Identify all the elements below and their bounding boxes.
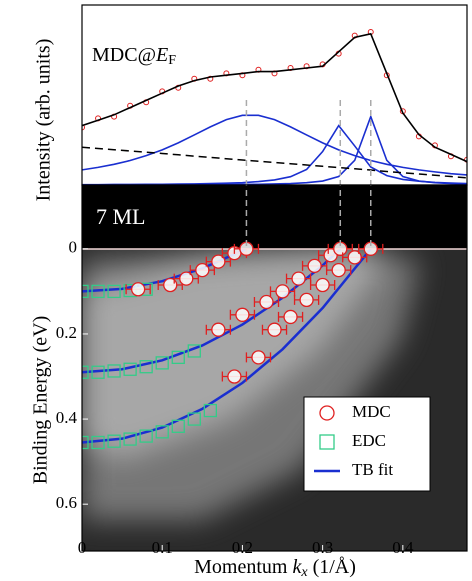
legend-label: EDC <box>352 431 386 450</box>
panel-label: 7 ML <box>96 204 146 229</box>
fit-line <box>82 114 467 185</box>
mdc-point <box>235 307 250 322</box>
x-tick-label: 0.1 <box>152 538 173 557</box>
legend-label: MDC <box>352 402 391 421</box>
edc-point <box>107 434 121 448</box>
annotation-var: E <box>155 44 168 66</box>
x-label-var: k <box>292 556 302 578</box>
mdc-point <box>195 262 210 278</box>
edc-point <box>107 364 121 378</box>
legend-marker <box>319 405 335 421</box>
edc-point <box>123 362 137 376</box>
edc-point <box>82 365 89 379</box>
mdc-point <box>315 277 330 293</box>
annotation-sub: F <box>168 53 176 68</box>
bottom-frame <box>81 184 468 552</box>
edc-point <box>91 365 105 379</box>
edc-point <box>139 360 153 374</box>
mdc-point <box>307 258 322 274</box>
mdc-point <box>179 271 194 286</box>
bottom-y-label: Binding Energy (eV) <box>30 316 52 485</box>
mdc-point <box>227 369 242 384</box>
mdc-point <box>251 350 266 365</box>
tb-fit-line <box>82 248 372 444</box>
y-tick-label: 0 <box>69 238 78 257</box>
y-tick-label: 0.6 <box>56 493 77 512</box>
y-tick-label: 0.2 <box>56 323 77 342</box>
x-label-sub: x <box>300 565 308 580</box>
x-tick-label: 0 <box>78 538 87 557</box>
x-tick-label: 0.4 <box>392 538 414 557</box>
edc-point <box>155 425 169 439</box>
data-point <box>82 124 85 131</box>
mdc-point <box>130 282 146 297</box>
edc-point <box>171 419 185 433</box>
top-y-label: Intensity (arb. units) <box>33 39 55 202</box>
edc-point <box>139 429 153 443</box>
edc-point <box>187 344 201 358</box>
background-line <box>82 146 467 179</box>
x-tick-label: 0.2 <box>232 538 253 557</box>
mdc-point <box>259 294 274 310</box>
edc-point <box>155 356 169 370</box>
edc-point <box>91 284 105 299</box>
x-tick-label: 0.3 <box>312 538 333 557</box>
legend-marker <box>319 434 335 450</box>
edc-point <box>171 350 185 365</box>
mdc-point <box>163 277 178 293</box>
mdc-point <box>267 322 282 337</box>
bottom-plot <box>82 241 384 450</box>
mdc-point <box>347 250 362 265</box>
mdc-point <box>283 309 298 325</box>
legend-box <box>303 396 431 492</box>
mdc-point <box>211 322 226 337</box>
edc-point <box>123 432 137 446</box>
edc-point <box>82 284 89 299</box>
top-plot <box>82 29 467 185</box>
legend-label: TB fit <box>352 460 393 479</box>
x-label: Momentum kx (1/Å) <box>194 556 356 581</box>
fit-line <box>82 114 467 176</box>
edc-point <box>82 435 89 450</box>
y-tick-label: 0.4 <box>56 408 78 427</box>
mdc-point <box>331 262 346 278</box>
plot-layer <box>81 29 467 551</box>
panel-annotation: MDC@EF <box>92 44 176 69</box>
edc-point <box>107 284 121 299</box>
mdc-point <box>299 292 314 308</box>
mdc-point <box>275 284 290 299</box>
edc-point <box>187 412 201 426</box>
edc-point <box>91 435 105 450</box>
annotation-text: MDC@ <box>92 44 156 66</box>
fit-line <box>82 32 467 163</box>
x-label-suffix: (1/Å) <box>308 556 356 578</box>
mdc-point <box>291 271 306 286</box>
mdc-point <box>211 254 226 269</box>
fit-line <box>82 124 467 185</box>
x-label-text: Momentum <box>194 556 292 578</box>
edc-point <box>203 403 217 418</box>
